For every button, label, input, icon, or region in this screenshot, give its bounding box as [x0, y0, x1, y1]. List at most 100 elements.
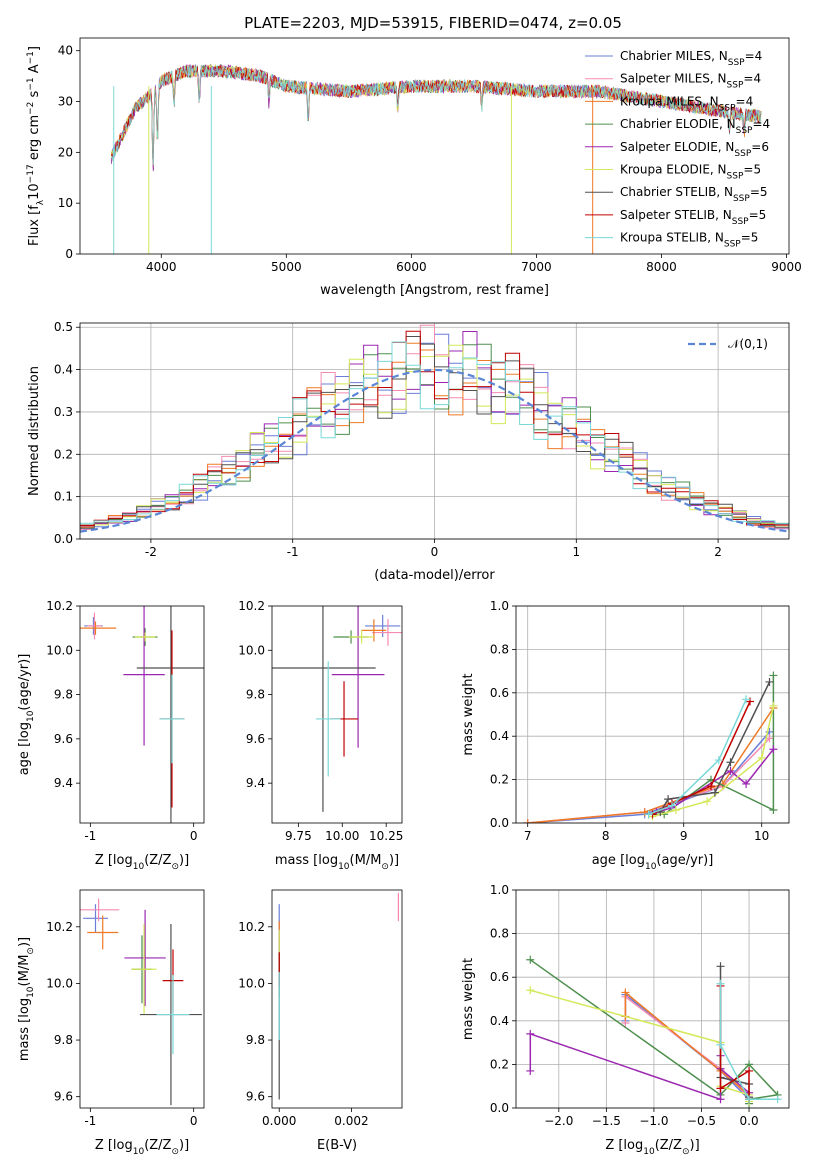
x-tick-label: 9 — [680, 829, 688, 843]
weight-line — [719, 983, 778, 1101]
weight-point — [716, 1095, 725, 1104]
y-tick-label: 10.2 — [46, 920, 73, 934]
weight-point — [716, 1084, 725, 1093]
weight-point — [746, 697, 754, 706]
y-tick-label: 9.6 — [246, 1090, 265, 1104]
legend-label: Salpeter STELIB, NSSP=5 — [620, 208, 766, 227]
plot-area — [526, 955, 782, 1108]
axes-frame — [515, 889, 790, 1109]
normal-reference-curve — [80, 368, 789, 533]
weight-line — [648, 698, 747, 816]
weight-point — [644, 810, 653, 819]
axes-frame — [79, 889, 205, 1109]
legend-label: Chabrier STELIB, NSSP=5 — [620, 185, 768, 204]
y-tick-label: 10.0 — [46, 976, 73, 990]
x-tick-label: 0.0 — [740, 1114, 759, 1128]
x-tick-label: 9.75 — [285, 829, 312, 843]
x-axis-label: Z [log10(Z/Z⊙)] — [95, 1138, 189, 1157]
weight-point — [714, 756, 723, 765]
y-axis-label: Normed distribution — [27, 366, 42, 496]
x-tick-label: 10 — [754, 829, 769, 843]
y-axis-label: Flux [fλ10−17 erg cm−2 s−1 A−1] — [26, 46, 46, 246]
y-tick-label: 9.8 — [54, 1033, 73, 1047]
weight-point — [726, 766, 735, 775]
y-tick-label: 0.8 — [490, 642, 509, 656]
x-axis-label: mass [log10(M/M⊙)] — [275, 853, 399, 872]
weight-point — [526, 1029, 535, 1038]
residual-histogram — [80, 341, 789, 529]
residual-histogram — [80, 336, 789, 532]
plot-area — [80, 898, 202, 1106]
axes-frame — [79, 37, 790, 255]
y-axis-label: mass [log10(M/M⊙)] — [17, 937, 36, 1061]
x-tick-label: −1.5 — [592, 1114, 621, 1128]
weight-point — [745, 1095, 754, 1104]
x-tick-label: 5000 — [271, 260, 302, 274]
x-axis-label: Z [log10(Z/Z⊙)] — [605, 1138, 699, 1157]
x-tick-label: −0.5 — [687, 1114, 716, 1128]
y-tick-label: 40 — [58, 44, 73, 58]
plot-area — [110, 63, 762, 254]
x-tick-label: 4000 — [146, 260, 177, 274]
residual-histogram — [80, 330, 789, 532]
y-tick-label: 0.4 — [490, 729, 509, 743]
y-tick-label: 0 — [65, 247, 73, 261]
y-axis-label: age [log10(age/yr)] — [17, 654, 36, 776]
weight-point — [769, 805, 778, 814]
weight-line — [624, 990, 750, 1096]
weight-point — [703, 797, 712, 806]
y-tick-label: 9.8 — [54, 688, 73, 702]
y-tick-label: 0.0 — [490, 816, 509, 830]
x-tick-label: 9000 — [771, 260, 802, 274]
y-tick-label: 10.0 — [46, 643, 73, 657]
weight-point — [526, 1066, 535, 1075]
x-tick-label: 0 — [431, 545, 439, 559]
weight-point — [726, 758, 735, 767]
weight-point — [773, 1095, 782, 1104]
x-tick-label: 0.000 — [262, 1114, 296, 1128]
x-tick-label: 0 — [190, 1114, 198, 1128]
plot-area — [278, 892, 399, 1100]
x-tick-label: 6000 — [396, 260, 427, 274]
x-tick-label: 8 — [602, 829, 610, 843]
y-tick-label: 0.8 — [490, 927, 509, 941]
y-tick-label: 0.0 — [490, 1101, 509, 1115]
axes-frame — [79, 605, 205, 824]
weight-point — [745, 1066, 754, 1075]
x-tick-label: −1.0 — [639, 1114, 668, 1128]
weight-line — [719, 966, 750, 1098]
x-tick-label: 10.25 — [369, 829, 403, 843]
x-axis-label: (data-model)/error — [374, 568, 495, 583]
y-tick-label: 9.8 — [246, 1033, 265, 1047]
y-tick-label: 0.1 — [54, 490, 73, 504]
y-tick-label: 10.2 — [238, 599, 265, 613]
y-axis-label: mass weight — [461, 673, 476, 755]
x-tick-label: 7 — [524, 829, 532, 843]
weight-point — [526, 955, 535, 964]
weight-point — [769, 745, 778, 754]
y-tick-label: 30 — [58, 95, 73, 109]
y-tick-label: 10.0 — [238, 643, 265, 657]
weight-point — [526, 986, 535, 995]
weight-point — [742, 695, 751, 704]
figure-title: PLATE=2203, MJD=53915, FIBERID=0474, z=0… — [244, 14, 622, 32]
y-tick-label: 0.2 — [490, 1057, 509, 1071]
x-axis-label: age [log10(age/yr)] — [592, 853, 714, 872]
x-tick-label: -1 — [287, 545, 299, 559]
y-tick-label: 20 — [58, 145, 73, 159]
weight-line — [527, 707, 775, 823]
weight-point — [668, 801, 676, 810]
y-tick-label: 10 — [58, 196, 73, 210]
weight-vs-metallicity-panel: −2.0 −1.5 −1.0 −0.5 0.0 0.0 0.2 0.4 0.6 0.8 1.0 Z [… — [461, 883, 790, 1157]
plot-area — [80, 606, 204, 823]
y-tick-label: 0.6 — [490, 686, 509, 700]
axes-frame — [271, 605, 403, 824]
y-tick-label: 0.4 — [490, 1014, 509, 1028]
weight-point — [769, 701, 778, 710]
y-tick-label: 10.2 — [46, 599, 73, 613]
weight-line — [652, 701, 751, 815]
legend-label: Kroupa MILES, NSSP=4 — [620, 94, 753, 113]
weight-point — [769, 671, 778, 680]
y-tick-label: 10.0 — [238, 976, 265, 990]
legend-label: Salpeter ELODIE, NSSP=6 — [620, 140, 769, 159]
